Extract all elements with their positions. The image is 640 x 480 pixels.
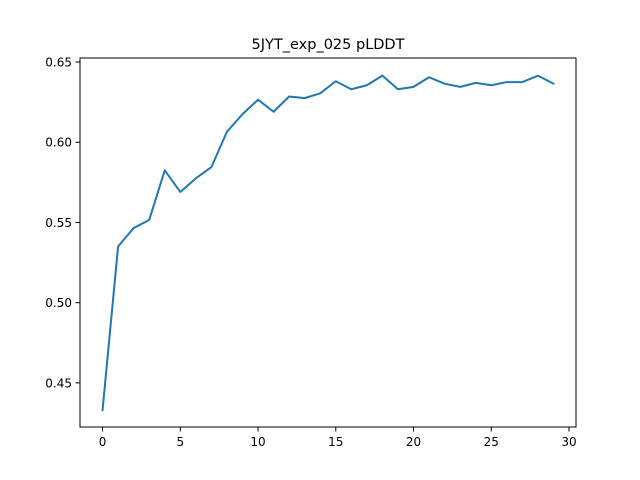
x-tick-label: 25 (484, 435, 499, 449)
x-tick-label: 5 (176, 435, 184, 449)
axes-frame (79, 57, 577, 428)
x-tick-label: 10 (250, 435, 265, 449)
series-line-0 (101, 74, 555, 412)
x-tick-label: 30 (561, 435, 576, 449)
y-tick-label: 0.50 (45, 296, 72, 310)
y-tick-label: 0.60 (45, 136, 72, 150)
y-tick-label: 0.65 (45, 56, 72, 70)
chart-title: 5JYT_exp_025 pLDDT (252, 37, 405, 53)
y-tick-label: 0.55 (45, 216, 72, 230)
y-tick-label: 0.45 (45, 376, 72, 390)
x-tick-label: 15 (328, 435, 343, 449)
plot-area: 0 5 10 15 20 25 30 0.45 0.50 0.55 0.60 0.65 (45, 56, 576, 449)
x-tick-label: 20 (406, 435, 421, 449)
x-tick-label: 0 (99, 435, 107, 449)
